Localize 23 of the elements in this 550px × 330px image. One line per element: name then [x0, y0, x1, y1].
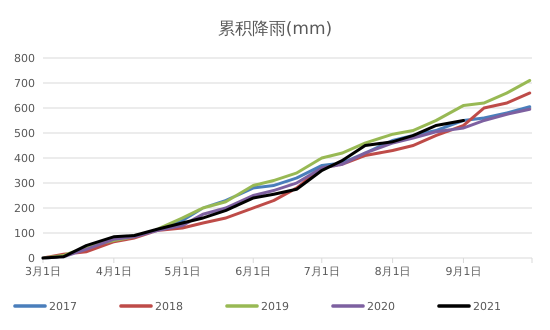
x-tick-label: 6月1日: [235, 265, 272, 278]
x-tick-label: 4月1日: [96, 265, 132, 278]
legend-label: 2018: [155, 300, 183, 313]
y-tick-label: 400: [14, 152, 35, 165]
line-series: [42, 119, 465, 260]
chart-title: 累积降雨(mm): [218, 19, 332, 39]
legend-label: 2019: [261, 300, 289, 313]
x-tick-label: 5月1日: [164, 265, 200, 278]
y-tick-label: 300: [14, 177, 35, 190]
x-tick-label: 9月1日: [445, 265, 482, 278]
y-tick-label: 200: [14, 202, 35, 215]
y-tick-label: 0: [28, 252, 35, 265]
legend-label: 2021: [473, 300, 501, 313]
legend-label: 2017: [49, 300, 77, 313]
y-tick-label: 800: [14, 52, 35, 65]
x-tick-label: 8月1日: [374, 265, 411, 278]
y-tick-label: 500: [14, 127, 35, 140]
y-tick-label: 700: [14, 77, 35, 90]
y-tick-label: 100: [14, 227, 35, 240]
y-tick-label: 600: [14, 102, 35, 115]
x-tick-label: 3月1日: [25, 265, 61, 278]
x-tick-label: 7月1日: [304, 265, 340, 278]
legend-label: 2020: [367, 300, 395, 313]
